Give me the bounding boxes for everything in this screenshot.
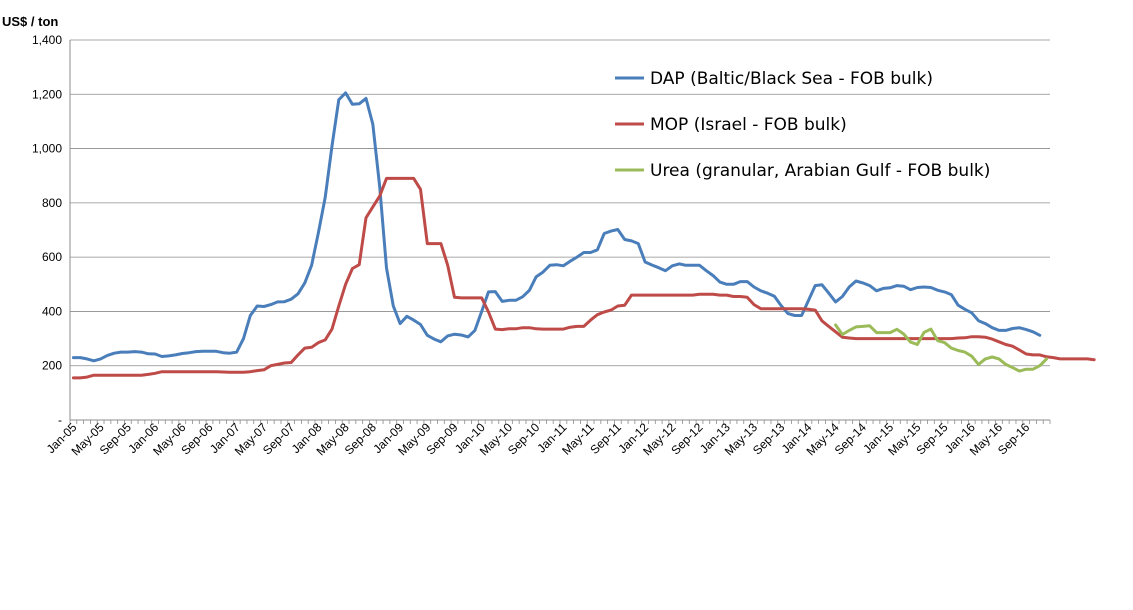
x-tick-label: Sep-06 bbox=[178, 420, 215, 457]
series-line-1 bbox=[71, 176, 1096, 380]
x-tick-label: Sep-13 bbox=[750, 420, 787, 457]
x-tick-label: Sep-14 bbox=[832, 420, 869, 457]
y-tick-label: 800 bbox=[42, 196, 62, 210]
y-tick-label: 600 bbox=[42, 250, 62, 264]
axes bbox=[69, 40, 1051, 424]
y-tick-label: - bbox=[58, 413, 62, 427]
y-tick-labels: - 200 400 600 800 1,000 1,200 1,400 bbox=[32, 33, 62, 427]
y-tick-label: 1,000 bbox=[32, 142, 62, 156]
y-tick-label: 200 bbox=[42, 359, 62, 373]
series-line-0 bbox=[71, 91, 1042, 363]
x-tick-labels: Jan-05May-05Sep-05Jan-06May-06Sep-06Jan-… bbox=[44, 420, 1033, 458]
x-tick-label: Sep-08 bbox=[342, 420, 379, 457]
y-tick-label: 400 bbox=[42, 304, 62, 318]
series-line-2 bbox=[834, 323, 1049, 373]
x-tick-label: Sep-16 bbox=[995, 420, 1032, 457]
x-tick-label: Sep-12 bbox=[668, 420, 705, 457]
x-tick-label: Sep-07 bbox=[260, 420, 297, 457]
legend-label: DAP (Baltic/Black Sea - FOB bulk) bbox=[650, 69, 933, 89]
legend-label: MOP (Israel - FOB bulk) bbox=[650, 115, 847, 135]
series-lines bbox=[71, 91, 1096, 380]
y-tick-label: 1,400 bbox=[32, 33, 62, 47]
x-tick-label: Sep-10 bbox=[505, 420, 542, 457]
x-tick-label: Sep-09 bbox=[423, 420, 460, 457]
legend: DAP (Baltic/Black Sea - FOB bulk) MOP (Is… bbox=[615, 69, 990, 181]
y-axis-unit-label: US$ / ton bbox=[2, 14, 59, 29]
gridlines bbox=[70, 39, 1050, 367]
x-tick-label: Sep-11 bbox=[587, 420, 624, 457]
legend-label: Urea (granular, Arabian Gulf - FOB bulk) bbox=[650, 161, 990, 181]
y-tick-label: 1,200 bbox=[32, 87, 62, 101]
x-tick-label: Sep-05 bbox=[97, 420, 134, 457]
x-tick-label: Sep-15 bbox=[913, 420, 950, 457]
